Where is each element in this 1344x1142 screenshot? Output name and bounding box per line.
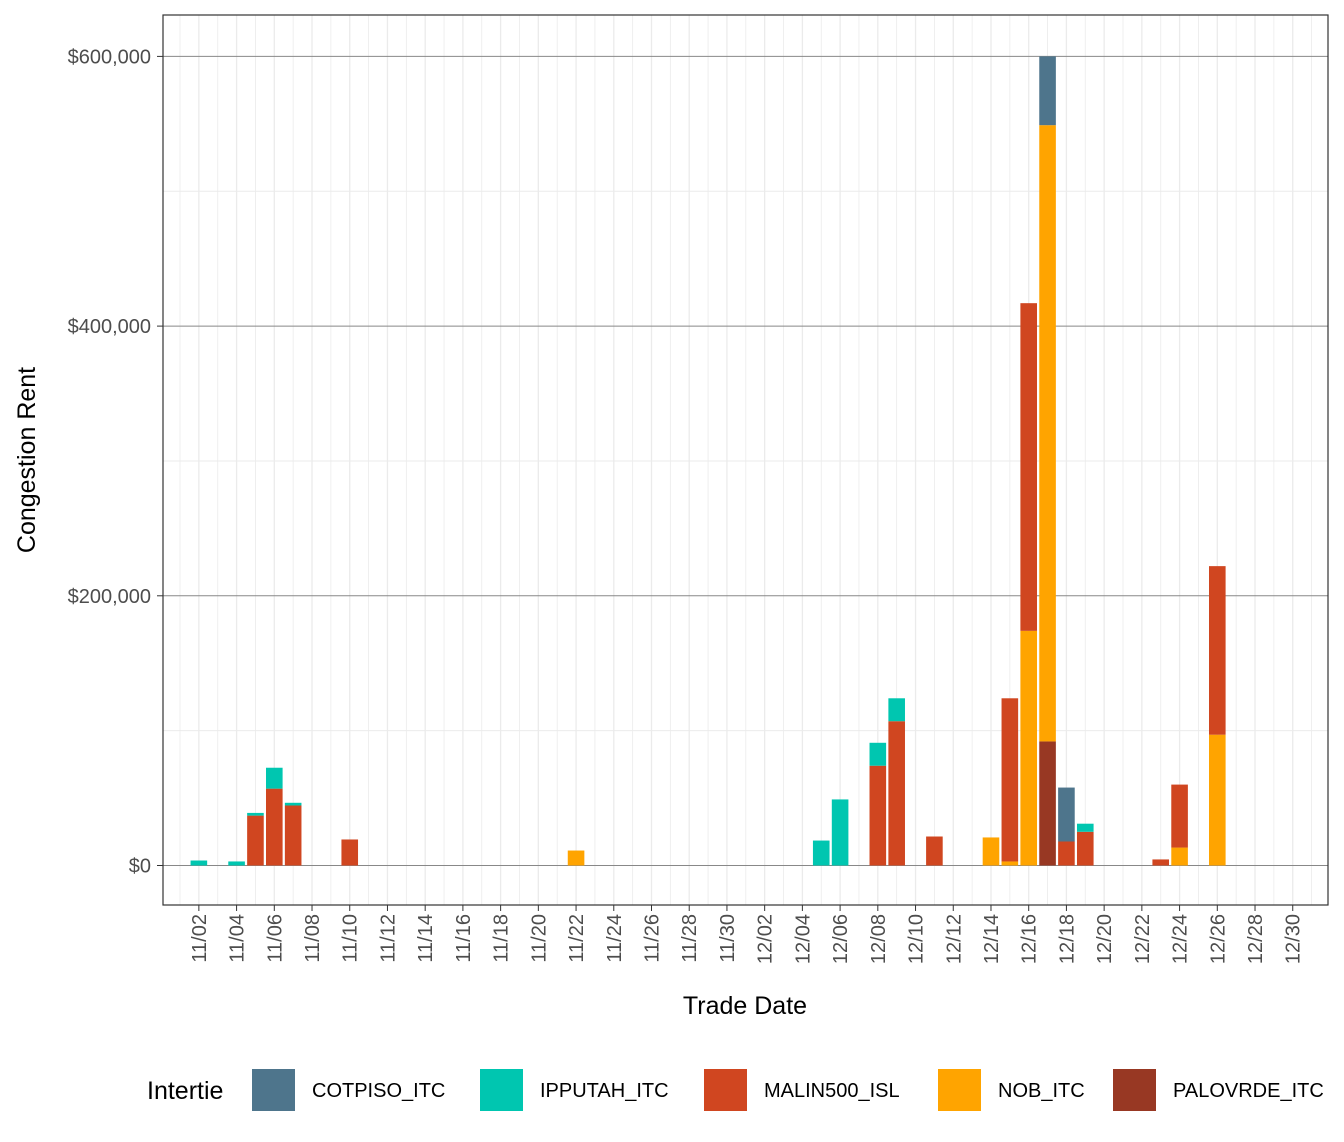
bar-nob_itc-11-22 xyxy=(567,850,585,866)
bar-ipputah_itc-12-09 xyxy=(888,698,905,722)
y-tick-label: $400,000 xyxy=(68,316,151,338)
bar-malin500_isl-12-15 xyxy=(1001,698,1019,862)
y-axis: $0 $200,000 $400,000 $600,000 xyxy=(68,46,163,878)
legend-key-nob_itc xyxy=(938,1069,981,1111)
bar-malin500_isl-11-10 xyxy=(341,839,359,866)
x-tick-label: 11/08 xyxy=(302,914,324,963)
x-tick-label: 12/14 xyxy=(981,914,1003,964)
y-tick-label: $200,000 xyxy=(68,586,151,608)
x-tick-label: 12/28 xyxy=(1245,914,1267,964)
bar-malin500_isl-12-18 xyxy=(1058,841,1075,866)
x-tick-label: 12/10 xyxy=(906,914,928,964)
legend-label: MALIN500_ISL xyxy=(764,1080,900,1102)
bar-cotpiso_itc-12-17 xyxy=(1039,56,1056,126)
bar-nob_itc-12-15 xyxy=(1001,861,1019,866)
bar-malin500_isl-12-11 xyxy=(926,836,943,866)
legend-key-ipputah_itc xyxy=(480,1069,523,1111)
x-tick-label: 11/18 xyxy=(491,914,513,963)
bar-nob_itc-12-24 xyxy=(1171,847,1188,866)
x-tick-label: 12/24 xyxy=(1170,914,1192,964)
x-tick-label: 11/04 xyxy=(227,914,249,963)
bar-nob_itc-12-26 xyxy=(1209,734,1226,866)
plot-border xyxy=(162,14,1329,906)
x-tick-label: 12/20 xyxy=(1094,914,1116,964)
x-tick-label: 12/30 xyxy=(1283,914,1305,964)
x-tick-label: 12/26 xyxy=(1207,914,1229,964)
bar-malin500_isl-11-07 xyxy=(284,805,302,866)
x-tick-label: 12/08 xyxy=(868,914,890,964)
bar-malin500_isl-12-16 xyxy=(1020,303,1037,631)
x-tick-label: 11/26 xyxy=(642,914,664,963)
bar-malin500_isl-12-24 xyxy=(1171,784,1188,848)
bar-ipputah_itc-11-04 xyxy=(228,861,245,866)
legend: Intertie COTPISO_ITC IPPUTAH_ITC MALIN500_… xyxy=(147,1069,1324,1111)
bar-ipputah_itc-12-08 xyxy=(869,742,887,766)
bar-nob_itc-12-17 xyxy=(1039,125,1056,742)
legend-label: PALOVRDE_ITC xyxy=(1173,1080,1324,1102)
x-tick-label: 12/22 xyxy=(1132,914,1154,964)
x-tick-label: 11/12 xyxy=(377,914,399,963)
bar-nob_itc-12-16 xyxy=(1020,630,1037,866)
x-tick-label: 12/12 xyxy=(943,914,965,964)
bar-malin500_isl-11-05 xyxy=(247,815,264,866)
bar-ipputah_itc-12-19 xyxy=(1076,823,1094,832)
y-tick-label: $0 xyxy=(129,856,151,878)
x-tick-label: 11/14 xyxy=(415,914,437,963)
bar-malin500_isl-12-19 xyxy=(1076,831,1094,866)
bar-malin500_isl-11-06 xyxy=(266,788,283,866)
x-axis-title: Trade Date xyxy=(683,992,807,1020)
x-tick-label: 11/22 xyxy=(566,914,588,963)
grid xyxy=(163,15,1328,905)
bar-ipputah_itc-11-02 xyxy=(190,860,208,866)
x-tick-label: 12/16 xyxy=(1019,914,1041,964)
bar-ipputah_itc-12-06 xyxy=(831,799,849,866)
bar-malin500_isl-12-08 xyxy=(869,765,887,866)
x-tick-label: 12/18 xyxy=(1056,914,1078,964)
x-tick-label: 11/28 xyxy=(679,914,701,963)
bar-ipputah_itc-11-05 xyxy=(247,812,264,816)
legend-key-cotpiso_itc xyxy=(252,1069,295,1111)
x-tick-label: 12/06 xyxy=(830,914,852,964)
x-axis: 11/02 11/04 11/06 11/08 11/10 11/12 11/14 11/16… xyxy=(189,905,1305,964)
bar-palovrde_itc-12-17 xyxy=(1039,741,1056,866)
x-tick-label: 11/02 xyxy=(189,914,211,963)
x-tick-label: 11/06 xyxy=(264,914,286,963)
x-tick-label: 12/02 xyxy=(755,914,777,964)
x-tick-label: 11/30 xyxy=(717,914,739,963)
legend-key-palovrde_itc xyxy=(1113,1069,1156,1111)
bar-nob_itc-12-14 xyxy=(982,837,1000,866)
bar-ipputah_itc-11-07 xyxy=(284,802,302,806)
x-tick-label: 11/10 xyxy=(340,914,362,963)
y-axis-title: Congestion Rent xyxy=(13,367,41,553)
bar-cotpiso_itc-12-18 xyxy=(1058,787,1075,842)
bars xyxy=(190,56,1226,866)
bar-ipputah_itc-11-06 xyxy=(266,767,283,789)
legend-label: NOB_ITC xyxy=(998,1080,1085,1102)
legend-key-malin500_isl xyxy=(704,1069,747,1111)
legend-label: IPPUTAH_ITC xyxy=(540,1080,669,1102)
x-tick-label: 11/16 xyxy=(453,914,475,963)
bar-malin500_isl-12-26 xyxy=(1209,566,1226,735)
x-tick-label: 11/20 xyxy=(528,914,550,963)
x-tick-label: 12/04 xyxy=(792,914,814,964)
legend-label: COTPISO_ITC xyxy=(312,1080,445,1102)
bar-malin500_isl-12-23 xyxy=(1152,859,1170,866)
legend-title: Intertie xyxy=(147,1077,223,1105)
bar-malin500_isl-12-09 xyxy=(888,721,905,866)
bar-ipputah_itc-12-05 xyxy=(812,840,830,866)
y-tick-label: $600,000 xyxy=(68,46,151,68)
x-tick-label: 11/24 xyxy=(604,914,626,963)
